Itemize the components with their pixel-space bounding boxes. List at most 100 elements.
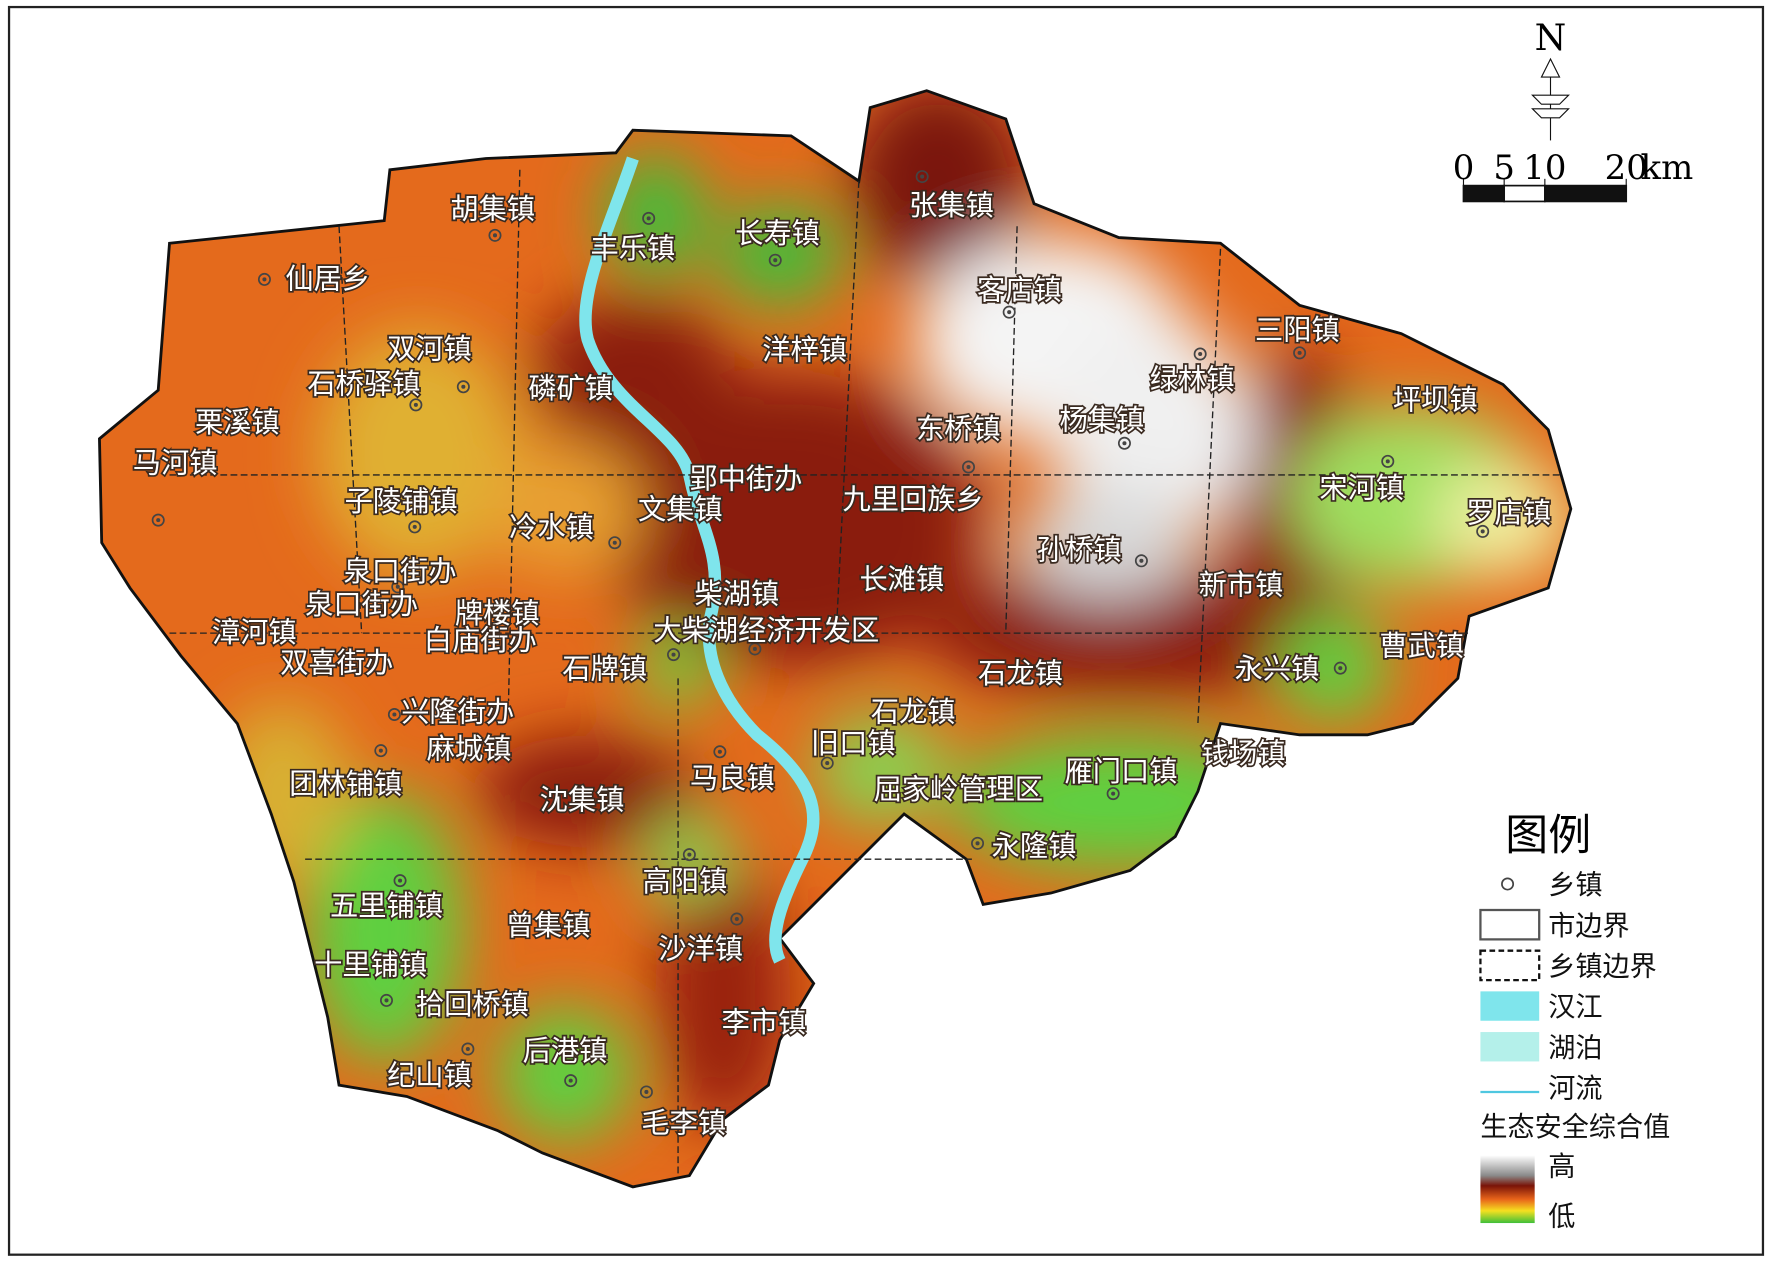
town-marker-dot [773, 258, 778, 263]
town-label: 宋河镇 [1319, 472, 1404, 505]
town-marker [151, 513, 165, 527]
town-marker-dot [413, 402, 418, 407]
town-marker [768, 253, 782, 267]
town-label: 雁门口镇 [1065, 755, 1178, 788]
scale-label: 20 [1605, 148, 1648, 187]
legend-value-title: 生态安全综合值 [1480, 1112, 1670, 1143]
town-label: 新市镇 [1198, 569, 1283, 602]
city-boundary [98, 89, 1573, 1189]
town-label: 客店镇 [977, 274, 1062, 307]
town-label: 泉口街办 [305, 588, 418, 621]
town-marker [682, 848, 696, 862]
town-marker [915, 170, 929, 184]
town-marker-dot [644, 1089, 649, 1094]
town-label: 杨集镇 [1059, 404, 1144, 437]
legend-label: 乡镇 [1548, 870, 1602, 901]
town-label: 屈家岭管理区 [874, 773, 1044, 806]
town-marker [1476, 524, 1490, 538]
town-marker-dot [1297, 350, 1302, 355]
scale-label: 5 [1493, 148, 1515, 187]
town-label: 纪山镇 [387, 1059, 472, 1092]
town-label: 旧口镇 [811, 727, 896, 760]
town-marker [409, 398, 423, 412]
legend-title: 图例 [1505, 811, 1591, 861]
legend-item: 乡镇边界 [1479, 949, 1657, 983]
town-marker-dot [1338, 666, 1343, 671]
town-label: 绿林镇 [1150, 363, 1235, 396]
town-marker [387, 707, 401, 721]
town-marker-dot [1480, 529, 1485, 534]
legend-swatch [1479, 949, 1541, 982]
legend-item: 汉江 [1480, 991, 1602, 1023]
town-marker-dot [966, 464, 971, 470]
town-marker-dot [671, 652, 676, 657]
town-label: 漳河镇 [212, 616, 297, 649]
town-label: 钱场镇 [1201, 737, 1286, 770]
scale-segment [1544, 184, 1628, 203]
town-label: 子陵铺镇 [345, 485, 458, 518]
legend-high: 高 [1548, 1152, 1575, 1183]
town-label: 牌楼镇 [455, 597, 540, 630]
legend-label: 河流 [1548, 1074, 1602, 1105]
town-marker-dot [825, 761, 830, 766]
town-label: 曾集镇 [506, 909, 591, 942]
town-marker [257, 272, 271, 286]
north-label: N [1535, 16, 1567, 59]
town-label: 冷水镇 [509, 511, 594, 544]
legend-label: 湖泊 [1548, 1033, 1602, 1064]
town-label: 九里回族乡 [842, 483, 983, 516]
town-marker-dot [920, 174, 925, 179]
town-marker [748, 642, 762, 656]
legend-item: 湖泊 [1480, 1032, 1602, 1064]
town-label: 拾回桥镇 [416, 988, 529, 1021]
town-label: 长寿镇 [735, 217, 820, 250]
town-marker [374, 744, 388, 758]
town-marker [1293, 346, 1307, 360]
town-marker [961, 460, 975, 474]
town-marker-dot [156, 518, 161, 523]
town-marker [730, 912, 744, 926]
town-marker [456, 380, 470, 394]
town-marker [1193, 347, 1207, 361]
town-marker [1134, 554, 1148, 568]
town-marker-dot [262, 277, 267, 282]
legend-item: 市边界 [1479, 908, 1630, 942]
town-marker [639, 1085, 653, 1099]
scale-segment [1462, 184, 1506, 203]
legend-item: 河流 [1480, 1074, 1602, 1105]
town-marker-dot [384, 998, 389, 1003]
town-marker-dot [687, 852, 692, 857]
town-label: 高阳镇 [642, 865, 727, 898]
town-label: 石龙镇 [871, 695, 956, 728]
town-marker [1002, 305, 1016, 319]
town-label: 大柴湖经济开发区 [653, 614, 879, 647]
town-marker-dot [1122, 441, 1127, 446]
town-label: 沈集镇 [540, 783, 625, 816]
town-marker [1333, 661, 1347, 675]
town-label: 坪坝镇 [1393, 383, 1478, 416]
town-marker [461, 1042, 475, 1056]
legend-label: 汉江 [1548, 992, 1602, 1023]
town-marker-dot [612, 540, 617, 545]
town-label: 洋梓镇 [762, 334, 847, 367]
town-marker [713, 745, 727, 759]
town-label: 白庙街办 [424, 624, 537, 657]
town-label: 泉口街办 [344, 555, 457, 588]
town-label: 孙桥镇 [1037, 534, 1122, 567]
town-label: 马河镇 [133, 447, 218, 480]
town-marker [667, 648, 681, 662]
town-label: 石龙镇 [978, 657, 1063, 690]
town-label: 毛李镇 [641, 1107, 726, 1140]
town-marker-dot [492, 233, 498, 238]
town-marker-dot [1198, 351, 1203, 357]
legend-item: 乡镇 [1501, 870, 1602, 901]
town-marker [379, 993, 393, 1007]
legend-ramp [1480, 1155, 1535, 1224]
legend-label: 市边界 [1548, 911, 1629, 942]
town-label: 永兴镇 [1235, 652, 1320, 685]
town-marker [564, 1074, 578, 1088]
town-marker-dot [1139, 558, 1144, 563]
town-label: 兴隆街办 [401, 695, 514, 728]
